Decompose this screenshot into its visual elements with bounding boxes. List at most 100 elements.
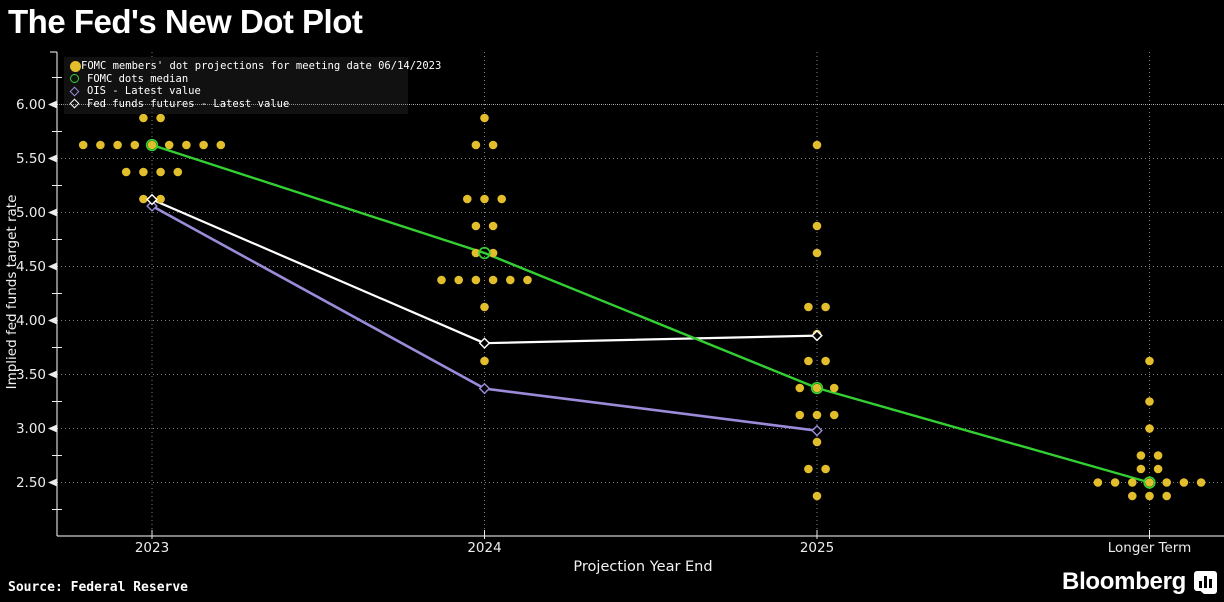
fomc-projection-dot <box>506 275 515 285</box>
legend-item-ois: OIS - Latest value <box>69 85 402 98</box>
fomc-projection-dot <box>829 410 839 420</box>
fomc-projection-dot <box>139 113 148 123</box>
y-tick-label: 4.00 <box>16 313 46 329</box>
legend-label: Fed funds futures - Latest value <box>87 97 290 110</box>
fomc-projection-dot <box>437 275 446 285</box>
y-tick-label: 5.50 <box>16 151 46 167</box>
fomc-projection-dot <box>199 140 208 150</box>
page-title: The Fed's New Dot Plot <box>8 3 363 40</box>
fomc-projection-dot <box>480 302 489 312</box>
bloomberg-chart-icon <box>1194 570 1217 594</box>
fomc-projection-dot <box>480 113 489 123</box>
y-axis-title: Implied fed funds target rate <box>4 195 20 390</box>
fomc-dot-marker-icon <box>70 60 81 72</box>
fomc-projection-dot <box>454 275 464 285</box>
fomc-projection-dot <box>139 167 148 177</box>
fomc-projection-dot <box>1136 451 1146 460</box>
y-tick-label: 2.50 <box>16 475 46 491</box>
source-attribution: Source: Federal Reserve <box>8 580 189 595</box>
legend-item-fed-funds-futures: Fed funds futures - Latest value <box>69 97 402 111</box>
legend-item-fomc-dots: FOMC members' dot projections for meetin… <box>70 60 441 73</box>
fomc-median-circle-marker <box>145 138 159 152</box>
fomc-projection-dot <box>1162 491 1171 501</box>
y-tick-arrow-icon <box>48 478 57 487</box>
y-tick-arrow-icon <box>48 154 57 163</box>
fomc-projection-dot <box>812 248 822 258</box>
fomc-projection-dot <box>812 383 822 393</box>
x-tick-label: 2024 <box>467 540 501 556</box>
ois-diamond-marker <box>146 200 158 212</box>
futures-diamond-marker <box>811 329 823 342</box>
y-tick-label: 4.50 <box>16 259 46 275</box>
fomc-projection-dot <box>1136 464 1146 474</box>
fomc-projection-dot <box>1128 491 1137 501</box>
legend-label: FOMC dots median <box>87 72 189 85</box>
y-tick-arrow-icon <box>48 100 57 109</box>
fomc-projection-dot <box>113 140 122 150</box>
fomc-projection-dot <box>471 275 481 285</box>
fomc-projection-dot <box>488 275 498 285</box>
fomc-projection-dot <box>821 356 830 366</box>
fomc-projection-dot <box>156 167 165 177</box>
fomc-projection-dot <box>1145 356 1154 366</box>
fomc-projection-dot <box>812 491 822 501</box>
fomc-projection-dot <box>173 167 183 177</box>
y-tick-arrow-icon <box>48 262 57 271</box>
fomc-median-line <box>151 143 1150 484</box>
fomc-projection-dot <box>812 221 822 231</box>
fomc-projection-dot <box>523 275 532 285</box>
ois-diamond-marker-icon <box>69 86 80 97</box>
futures-diamond-marker <box>146 193 158 206</box>
fomc-projection-dot <box>78 140 88 150</box>
y-tick-arrow-icon <box>48 208 57 217</box>
ois-diamond-marker <box>811 424 823 437</box>
fomc-projection-dot <box>471 140 481 150</box>
legend-item-fomc-median: FOMC dots median <box>70 73 402 86</box>
bloomberg-wordmark: Bloomberg <box>1062 568 1186 595</box>
fomc-projection-dot <box>812 140 822 150</box>
x-tick-label: 2023 <box>135 540 169 556</box>
y-tick-label: 6.00 <box>16 97 46 113</box>
fomc-median-circle-marker <box>478 246 491 260</box>
fomc-projection-dot <box>1179 478 1189 487</box>
y-tick-arrow-icon <box>48 316 57 325</box>
fomc-projection-dot <box>471 221 481 231</box>
y-tick-label: 3.50 <box>16 367 46 383</box>
fomc-projection-dot <box>488 248 498 258</box>
legend-label: OIS - Latest value <box>87 85 201 98</box>
fomc-projection-dot <box>1145 397 1154 406</box>
chart-legend: FOMC members' dot projections for meetin… <box>64 57 441 114</box>
fomc-projection-dot <box>121 167 131 177</box>
fomc-projection-dot <box>488 221 498 231</box>
fomc-projection-dot <box>488 140 498 150</box>
fomc-projection-dot <box>1153 464 1163 474</box>
legend-label: FOMC members' dot projections for meetin… <box>81 60 442 73</box>
fomc-projection-dot <box>1196 478 1206 487</box>
fomc-projection-dot <box>812 437 822 447</box>
fomc-projection-dot <box>182 140 191 150</box>
fomc-projection-dot <box>147 140 157 150</box>
fomc-projection-dot <box>1093 478 1103 487</box>
fomc-projection-dot <box>795 383 805 393</box>
median-circle-marker-icon <box>70 74 79 84</box>
fomc-projection-dot <box>804 356 813 366</box>
y-tick-label: 5.00 <box>16 205 46 221</box>
fomc-projection-dot <box>795 410 805 420</box>
fomc-projection-dot <box>1110 478 1120 487</box>
fomc-projection-dot <box>1145 491 1154 501</box>
fomc-projection-dot <box>480 194 489 204</box>
x-tick-label: 2025 <box>800 540 834 556</box>
x-tick-label: Longer Term <box>1108 540 1192 556</box>
fomc-projection-dot <box>1145 478 1154 487</box>
fomc-median-circle-marker <box>1143 476 1156 489</box>
fomc-projection-dot <box>96 140 105 150</box>
fomc-projection-dot <box>216 140 226 150</box>
fomc-projection-dot <box>471 248 481 258</box>
fomc-projection-dot <box>1162 478 1171 487</box>
fomc-projection-dot <box>463 194 472 204</box>
fomc-projection-dot <box>130 140 140 150</box>
fed-funds-futures-line <box>151 198 818 345</box>
fomc-projection-dot <box>497 194 507 204</box>
fomc-projection-dot <box>164 140 174 150</box>
